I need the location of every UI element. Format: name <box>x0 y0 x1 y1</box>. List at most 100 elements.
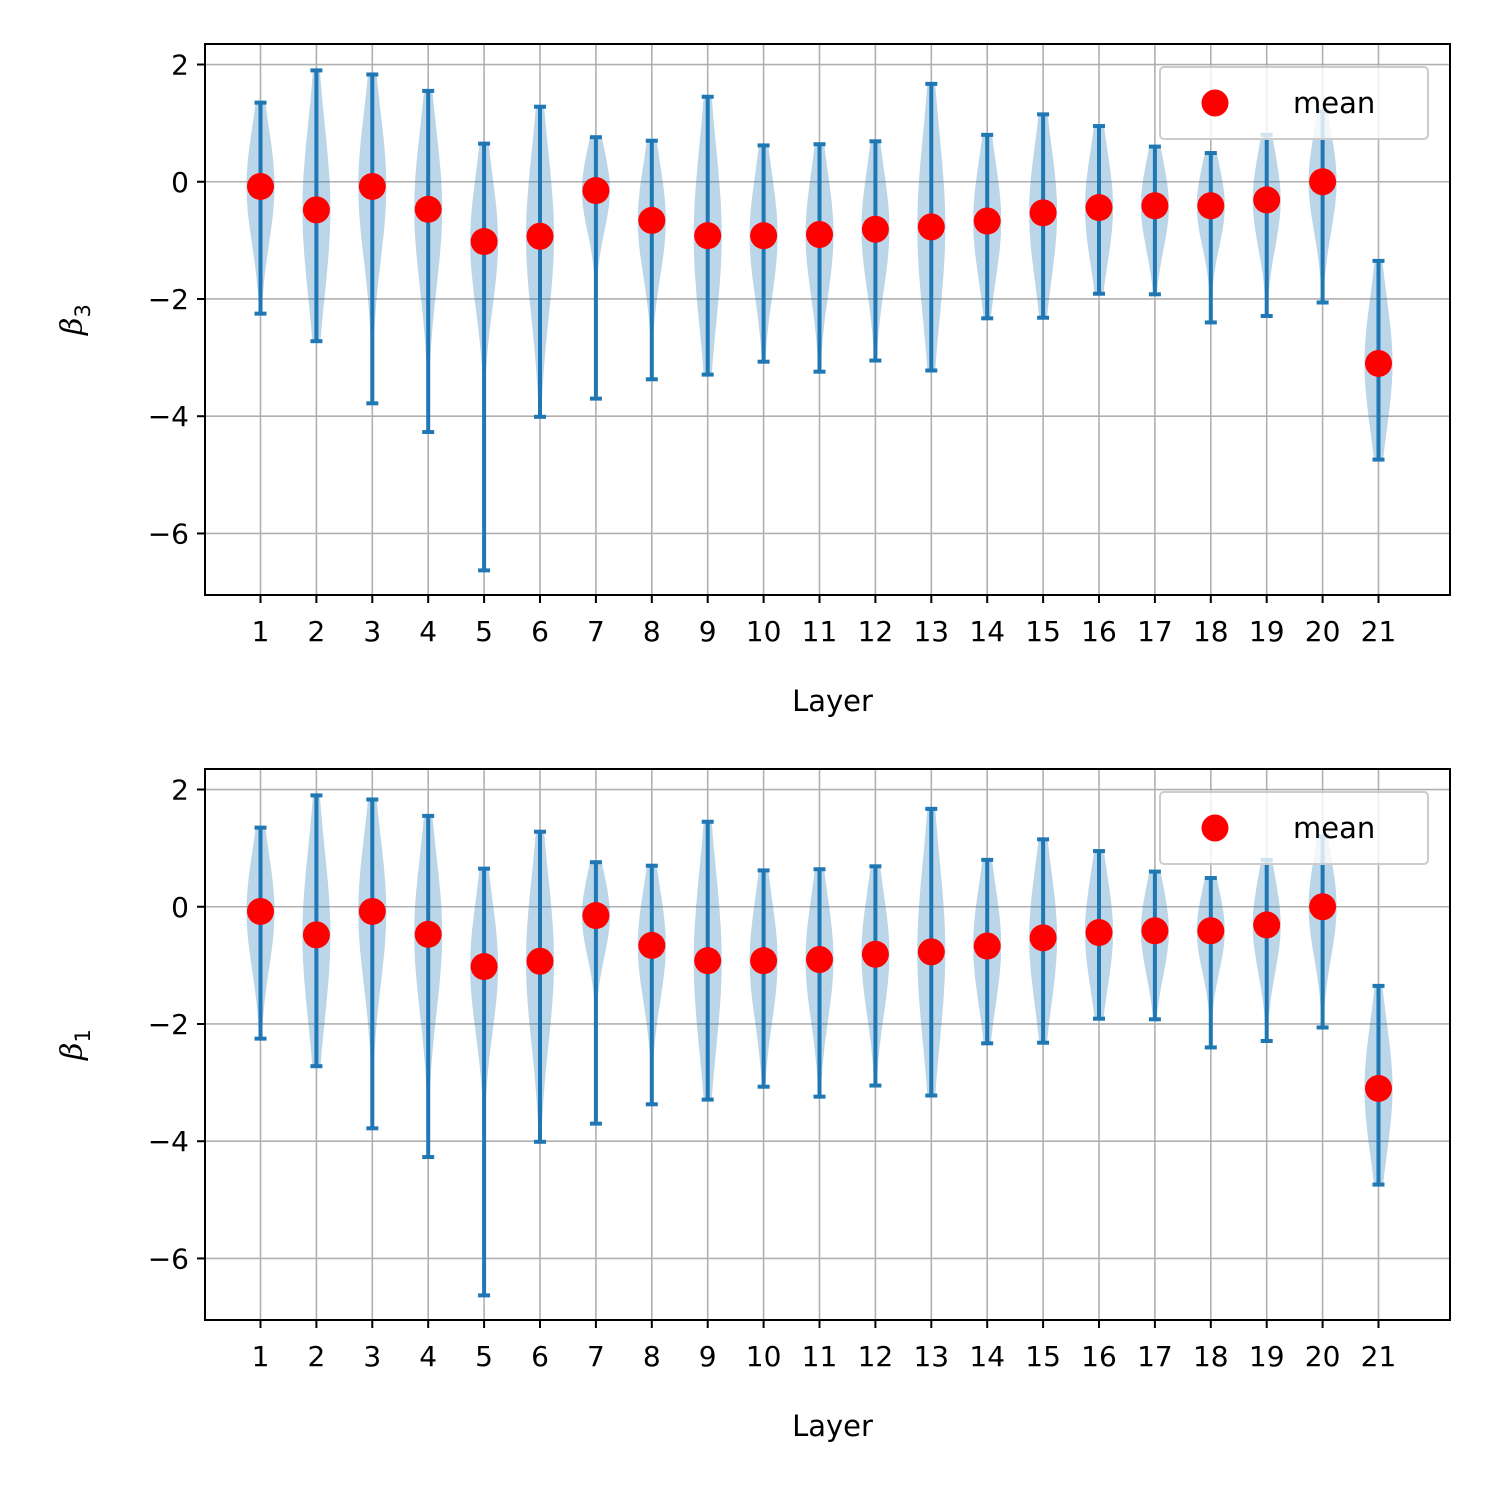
x-tick-label: 19 <box>1249 615 1285 648</box>
x-tick-label: 16 <box>1081 1340 1117 1373</box>
y-tick-label: −4 <box>148 1125 189 1158</box>
mean-point-layer-9 <box>694 222 722 250</box>
y-axis-label: β1 <box>55 1029 95 1061</box>
mean-point-layer-10 <box>750 947 778 975</box>
mean-point-layer-13 <box>917 213 945 241</box>
mean-point-layer-13 <box>917 938 945 966</box>
y-ticks: 2 0 −2 −4 −6 <box>148 774 205 1275</box>
x-tick-label: 3 <box>363 1340 381 1373</box>
mean-markers <box>247 893 1392 1102</box>
x-tick-label: 2 <box>307 1340 325 1373</box>
legend-marker-mean <box>1201 814 1229 842</box>
y-tick-label: −2 <box>148 1008 189 1041</box>
mean-point-layer-4 <box>414 920 442 948</box>
axes-frame <box>204 43 1451 596</box>
x-tick-label: 20 <box>1305 615 1341 648</box>
mean-point-layer-18 <box>1197 192 1225 220</box>
y-tick-label: 0 <box>171 891 189 924</box>
x-ticks: 1 2 3 4 5 6 7 8 9 10 11 12 13 14 15 16 17 18 19 20 21 <box>252 1320 1397 1373</box>
y-tick-label: −6 <box>148 1242 189 1275</box>
y-tick-label: −4 <box>148 400 189 433</box>
mean-point-layer-3 <box>358 172 386 200</box>
mean-point-layer-12 <box>861 940 889 968</box>
x-tick-label: 18 <box>1193 1340 1229 1373</box>
x-tick-label: 7 <box>587 615 605 648</box>
x-tick-label: 17 <box>1137 1340 1173 1373</box>
mean-point-layer-3 <box>358 897 386 925</box>
mean-point-layer-8 <box>638 206 666 234</box>
x-tick-label: 14 <box>969 615 1005 648</box>
x-tick-label: 15 <box>1025 615 1061 648</box>
y-tick-label: 2 <box>171 774 189 807</box>
x-tick-label: 11 <box>802 615 838 648</box>
x-tick-label: 21 <box>1361 1340 1397 1373</box>
legend-marker-mean <box>1201 89 1229 117</box>
x-tick-label: 1 <box>252 615 270 648</box>
legend: mean <box>1159 66 1429 140</box>
axes-frame <box>204 768 1451 1321</box>
legend-label-mean: mean <box>1293 86 1375 120</box>
x-tick-label: 15 <box>1025 1340 1061 1373</box>
mean-point-layer-21 <box>1365 349 1392 377</box>
mean-point-layer-5 <box>470 953 498 981</box>
x-tick-label: 9 <box>699 1340 717 1373</box>
x-tick-label: 18 <box>1193 615 1229 648</box>
x-tick-label: 2 <box>307 615 325 648</box>
mean-point-layer-15 <box>1029 199 1057 227</box>
y-axis-label-subscript: 1 <box>71 1029 95 1042</box>
x-tick-label: 8 <box>643 1340 661 1373</box>
mean-point-layer-12 <box>861 215 889 243</box>
mean-point-layer-20 <box>1309 893 1337 921</box>
y-tick-label: −2 <box>148 283 189 316</box>
mean-point-layer-15 <box>1029 924 1057 952</box>
x-tick-label: 4 <box>419 1340 437 1373</box>
x-tick-label: 10 <box>746 615 782 648</box>
x-tick-label: 5 <box>475 615 493 648</box>
mean-point-layer-7 <box>582 902 610 930</box>
x-tick-label: 12 <box>858 615 894 648</box>
x-axis-label: Layer <box>792 1409 873 1443</box>
x-tick-label: 6 <box>531 615 549 648</box>
mean-point-layer-4 <box>414 195 442 223</box>
x-tick-label: 17 <box>1137 615 1173 648</box>
x-axis-label: Layer <box>792 684 873 718</box>
x-tick-label: 16 <box>1081 615 1117 648</box>
x-tick-label: 19 <box>1249 1340 1285 1373</box>
mean-point-layer-5 <box>470 228 498 256</box>
x-tick-label: 14 <box>969 1340 1005 1373</box>
legend-box <box>1159 791 1429 865</box>
y-axis-label: β3 <box>55 304 95 336</box>
mean-point-layer-6 <box>526 947 554 975</box>
x-tick-label: 13 <box>913 615 949 648</box>
x-tick-label: 9 <box>699 615 717 648</box>
x-tick-label: 4 <box>419 615 437 648</box>
y-tick-label: 0 <box>171 166 189 199</box>
mean-point-layer-19 <box>1253 911 1281 939</box>
mean-point-layer-16 <box>1085 919 1113 947</box>
mean-point-layer-14 <box>973 932 1001 960</box>
legend-box <box>1159 66 1429 140</box>
mean-point-layer-7 <box>582 177 610 205</box>
y-ticks: 2 0 −2 −4 −6 <box>148 49 205 550</box>
mean-point-layer-6 <box>526 222 554 250</box>
x-ticks: 1 2 3 4 5 6 7 8 9 10 11 12 13 14 15 16 17 18 19 20 21 <box>252 595 1397 648</box>
mean-point-layer-11 <box>806 946 833 974</box>
mean-point-layer-2 <box>302 921 330 949</box>
mean-point-layer-10 <box>750 222 778 250</box>
y-tick-label: 2 <box>171 49 189 82</box>
y-axis-label-symbol: β <box>55 1043 90 1061</box>
y-axis-label-subscript: 3 <box>71 304 95 317</box>
x-tick-label: 11 <box>802 1340 838 1373</box>
x-tick-label: 20 <box>1305 1340 1341 1373</box>
mean-point-layer-1 <box>247 897 274 925</box>
x-tick-label: 3 <box>363 615 381 648</box>
mean-point-layer-14 <box>973 207 1001 235</box>
mean-point-layer-2 <box>302 196 330 224</box>
x-tick-label: 13 <box>913 1340 949 1373</box>
mean-point-layer-9 <box>694 947 722 975</box>
grid <box>205 769 1450 1320</box>
mean-point-layer-21 <box>1365 1074 1392 1102</box>
x-tick-label: 21 <box>1361 615 1397 648</box>
bottom-panel: 1 2 3 4 5 6 7 8 9 10 11 12 13 14 15 16 17 18 19 20 2120−2−4−… <box>55 768 1451 1443</box>
x-tick-label: 6 <box>531 1340 549 1373</box>
